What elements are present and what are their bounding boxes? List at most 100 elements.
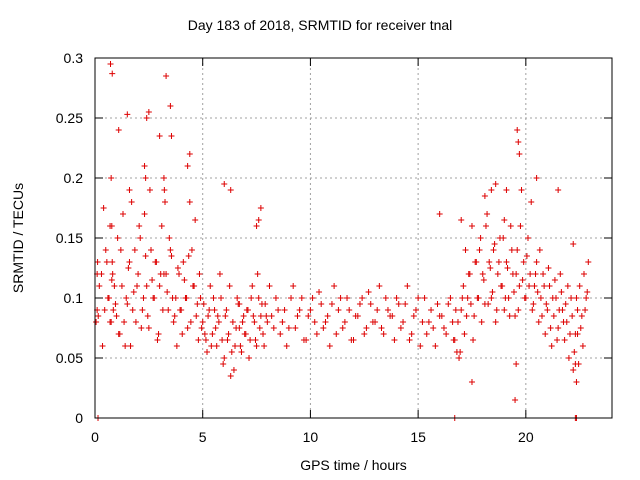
data-point (376, 283, 383, 289)
data-point (272, 295, 279, 301)
data-point (397, 325, 404, 331)
data-point (186, 151, 193, 157)
data-point (261, 343, 268, 349)
data-point (333, 331, 340, 337)
data-point (570, 241, 577, 247)
data-point (155, 331, 162, 337)
data-point (344, 295, 351, 301)
data-point (252, 337, 259, 343)
data-point (404, 283, 411, 289)
data-point (251, 319, 258, 325)
y-tick-label: 0.25 (56, 110, 83, 126)
data-point (535, 319, 542, 325)
data-point (266, 283, 273, 289)
data-point (471, 313, 478, 319)
data-point (464, 295, 471, 301)
data-point (114, 235, 121, 241)
data-point (571, 349, 578, 355)
data-point (482, 223, 489, 229)
data-point (290, 283, 297, 289)
data-point (494, 271, 501, 277)
data-point (486, 259, 493, 265)
data-point (391, 337, 398, 343)
data-point (180, 259, 187, 265)
data-point (463, 313, 470, 319)
data-point (568, 295, 575, 301)
y-tick-label: 0.05 (56, 350, 83, 366)
data-point (123, 295, 130, 301)
data-point (555, 325, 562, 331)
data-point (227, 373, 234, 379)
data-point (468, 223, 475, 229)
data-point (406, 337, 413, 343)
data-point (468, 379, 475, 385)
data-point (573, 295, 580, 301)
data-point (192, 217, 199, 223)
data-point (530, 301, 537, 307)
data-point (558, 289, 565, 295)
data-point (480, 277, 487, 283)
data-point (434, 301, 441, 307)
data-point (456, 355, 463, 361)
data-point (490, 247, 497, 253)
data-point (120, 211, 127, 217)
data-point (428, 307, 435, 313)
data-point (508, 247, 515, 253)
data-point (219, 337, 226, 343)
data-point (268, 313, 275, 319)
data-point (223, 307, 230, 313)
data-point (126, 187, 133, 193)
x-axis-label: GPS time / hours (300, 457, 407, 473)
plot-frame (94, 57, 613, 419)
data-point (190, 283, 197, 289)
data-point (584, 289, 591, 295)
data-point (565, 355, 572, 361)
data-point (96, 283, 103, 289)
data-point (560, 319, 567, 325)
data-point (484, 211, 491, 217)
data-point (109, 271, 116, 277)
data-point (108, 175, 115, 181)
data-point (206, 307, 213, 313)
data-point (341, 319, 348, 325)
data-point (513, 361, 520, 367)
data-point (113, 313, 120, 319)
data-point (257, 205, 264, 211)
data-point (337, 295, 344, 301)
data-point (515, 307, 522, 313)
data-point (481, 193, 488, 199)
data-point (452, 307, 459, 313)
data-point (179, 331, 186, 337)
axis-ticks: 0 0.05 0.1 0.15 0.2 0.25 0.3 0 5 10 15 20 (56, 50, 612, 445)
data-point (108, 223, 115, 229)
data-point (158, 223, 165, 229)
data-point (137, 235, 144, 241)
data-point (255, 295, 262, 301)
data-point (585, 259, 592, 265)
data-point (254, 271, 261, 277)
data-point (167, 247, 174, 253)
data-point (172, 295, 179, 301)
data-point (166, 235, 173, 241)
data-point (503, 259, 510, 265)
data-point (102, 247, 109, 253)
data-point (395, 301, 402, 307)
data-point (440, 325, 447, 331)
data-point (419, 319, 426, 325)
data-point (143, 115, 150, 121)
data-point (462, 247, 469, 253)
data-point (183, 295, 190, 301)
data-point (566, 331, 573, 337)
data-point (574, 331, 581, 337)
data-point (503, 187, 510, 193)
data-point (277, 331, 284, 337)
data-point (127, 343, 134, 349)
data-point (145, 325, 152, 331)
data-point (519, 277, 526, 283)
data-point (196, 271, 203, 277)
data-point (140, 295, 147, 301)
data-point (125, 265, 132, 271)
data-point (493, 307, 500, 313)
data-point (512, 397, 519, 403)
data-point (153, 259, 160, 265)
